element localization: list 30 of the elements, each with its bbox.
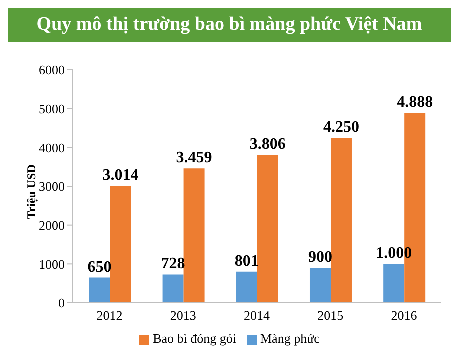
legend-label: Màng phức: [260, 331, 320, 346]
bar: [162, 274, 184, 303]
y-tick-label: 5000: [39, 101, 65, 116]
data-label: 3.014: [102, 166, 139, 184]
x-tick-label: 2012: [96, 308, 123, 324]
bar: [89, 278, 110, 303]
x-tick-label: 2015: [318, 308, 344, 324]
y-tick-label: 1000: [39, 256, 65, 272]
data-label: 3.806: [250, 136, 286, 154]
chart-title: Quy mô thị trường bao bì màng phức Việt Nam: [8, 8, 451, 42]
y-tick-label: 2000: [39, 218, 65, 233]
y-tick-label: 0: [58, 296, 65, 311]
x-tick-label: 2014: [244, 308, 270, 324]
y-tick-label: 6000: [39, 62, 65, 78]
bar: [257, 155, 278, 303]
legend-label: Bao bì đóng gói: [153, 331, 236, 346]
bar: [184, 168, 205, 303]
data-label: 4.250: [323, 118, 360, 136]
y-axis-title: Triệu USD: [24, 164, 40, 220]
bar: [310, 268, 331, 303]
bar: [384, 264, 405, 303]
x-tick-label: 2016: [391, 308, 418, 324]
data-label: 4.888: [397, 94, 434, 112]
data-label: 3.459: [176, 150, 212, 167]
y-tick-label: 3000: [39, 179, 65, 194]
bar: [236, 272, 258, 303]
x-tick-label: 2013: [170, 308, 196, 324]
bar: [330, 138, 352, 303]
y-tick-label: 4000: [39, 140, 65, 156]
bar: [110, 186, 132, 303]
